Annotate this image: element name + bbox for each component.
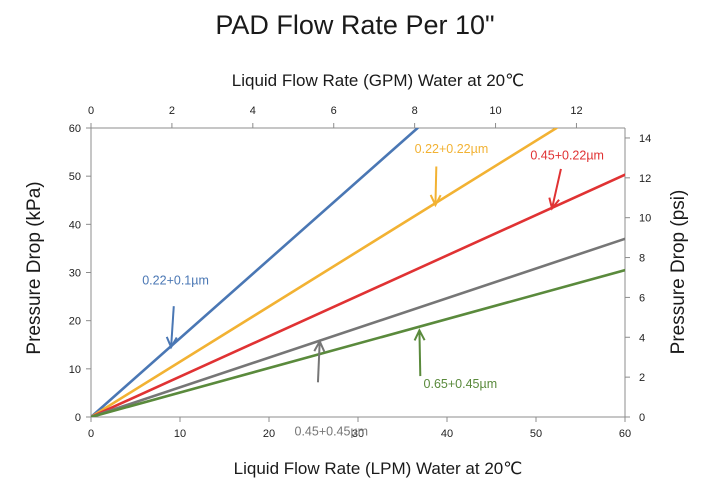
arrow-shaft — [434, 166, 438, 206]
y2-tick-label: 12 — [639, 173, 651, 185]
series-lines — [91, 128, 625, 417]
axes: 0 10 20 30 40 50 60 0 10 20 30 40 50 60 0 2 4 6 8 10 12 0 2 4 6 8… — [69, 105, 652, 440]
y2-tick-label: 10 — [639, 213, 651, 225]
x-tick-label: 20 — [263, 428, 275, 440]
x-tick-label: 50 — [530, 428, 542, 440]
series-label: 0.65+0.45µm — [424, 377, 498, 391]
x2-tick-label: 4 — [250, 105, 256, 117]
series-annotations: 0.22+0.1µm 0.22+0.22µm 0.45+0.22µm 0.45+0.4… — [142, 142, 604, 438]
arrow-head — [413, 328, 426, 341]
x2-tick-label: 2 — [169, 105, 175, 117]
x-tick-label: 30 — [352, 428, 364, 440]
x2-tick-label: 0 — [88, 105, 94, 117]
top-axis-title: Liquid Flow Rate (GPM) Water at 20℃ — [232, 71, 524, 90]
arrow-shaft — [418, 330, 422, 377]
series-label: 0.45+0.22µm — [530, 148, 604, 162]
series-line-4 — [91, 237, 625, 417]
series-label: 0.22+0.22µm — [415, 142, 489, 156]
arrow-shaft — [170, 306, 175, 348]
y-tick-label: 30 — [69, 268, 81, 280]
x-tick-label: 0 — [88, 428, 94, 440]
right-axis-title: Pressure Drop (psi) — [668, 190, 689, 355]
series-label: 0.22+0.1µm — [142, 274, 209, 288]
y2-tick-label: 8 — [639, 253, 645, 265]
y2-tick-label: 2 — [639, 372, 645, 384]
x-tick-label: 60 — [619, 428, 631, 440]
series-line-2 — [91, 128, 558, 417]
left-axis-title: Pressure Drop (kPa) — [24, 181, 45, 354]
x2-tick-label: 6 — [331, 105, 337, 117]
x-tick-label: 40 — [441, 428, 453, 440]
y-tick-label: 60 — [69, 123, 81, 135]
x2-tick-label: 12 — [570, 105, 582, 117]
y-tick-label: 10 — [69, 364, 81, 376]
y2-tick-label: 0 — [639, 412, 645, 424]
y2-tick-label: 6 — [639, 292, 645, 304]
arrow-head — [313, 339, 326, 352]
y-tick-label: 50 — [69, 171, 81, 183]
y2-tick-label: 4 — [639, 332, 645, 344]
x2-tick-label: 8 — [412, 105, 418, 117]
chart-title: PAD Flow Rate Per 10" — [215, 10, 494, 40]
bottom-axis-title: Liquid Flow Rate (LPM) Water at 20℃ — [234, 459, 523, 478]
arrow-head — [548, 197, 560, 211]
arrow-head — [429, 194, 442, 208]
x-tick-label: 10 — [174, 428, 186, 440]
arrow-shaft — [551, 168, 562, 209]
y-tick-label: 0 — [75, 412, 81, 424]
arrow-shaft — [316, 341, 321, 383]
y-tick-label: 20 — [69, 316, 81, 328]
x2-tick-label: 10 — [489, 105, 501, 117]
series-line-1 — [91, 128, 419, 417]
series-line-3 — [91, 173, 625, 417]
y2-tick-label: 14 — [639, 133, 651, 145]
y-tick-label: 40 — [69, 219, 81, 231]
series-line-5 — [91, 268, 625, 417]
series-label: 0.45+0.45µm — [295, 424, 369, 438]
arrow-head — [165, 336, 178, 350]
